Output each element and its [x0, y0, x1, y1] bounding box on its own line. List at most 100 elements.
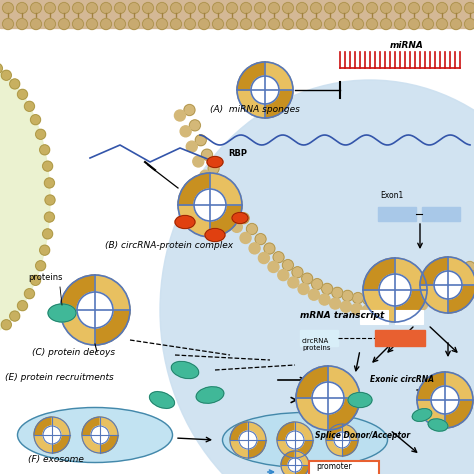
Circle shape — [184, 104, 195, 116]
Wedge shape — [248, 422, 266, 440]
Circle shape — [322, 283, 333, 294]
Circle shape — [1, 320, 11, 330]
Ellipse shape — [196, 387, 224, 403]
Circle shape — [222, 189, 233, 200]
Circle shape — [36, 261, 46, 271]
Circle shape — [2, 18, 13, 29]
Circle shape — [351, 303, 362, 315]
Circle shape — [43, 229, 53, 239]
Circle shape — [223, 210, 234, 220]
Circle shape — [73, 2, 83, 13]
Circle shape — [10, 311, 20, 321]
Wedge shape — [265, 90, 293, 118]
Circle shape — [288, 458, 302, 472]
Circle shape — [450, 2, 462, 13]
Ellipse shape — [428, 419, 448, 431]
Ellipse shape — [205, 228, 225, 241]
Wedge shape — [82, 435, 100, 453]
Circle shape — [325, 2, 336, 13]
Circle shape — [353, 2, 364, 13]
Circle shape — [298, 283, 309, 294]
Circle shape — [338, 2, 349, 13]
Circle shape — [422, 18, 434, 29]
Circle shape — [342, 291, 353, 301]
Circle shape — [115, 2, 126, 13]
Circle shape — [115, 18, 126, 29]
Circle shape — [0, 64, 2, 73]
Wedge shape — [248, 440, 266, 458]
Circle shape — [310, 2, 321, 13]
Wedge shape — [448, 285, 474, 313]
Wedge shape — [328, 366, 360, 398]
Circle shape — [455, 268, 465, 279]
Ellipse shape — [149, 392, 174, 408]
Circle shape — [45, 178, 55, 188]
Circle shape — [283, 260, 293, 271]
Text: (B) circRNA-protein complex: (B) circRNA-protein complex — [105, 241, 233, 250]
Circle shape — [309, 289, 319, 300]
Wedge shape — [277, 422, 295, 440]
Circle shape — [184, 2, 195, 13]
Circle shape — [406, 302, 417, 313]
Circle shape — [2, 2, 13, 13]
Circle shape — [251, 76, 279, 104]
Circle shape — [199, 18, 210, 29]
Circle shape — [30, 115, 41, 125]
Circle shape — [353, 18, 364, 29]
Circle shape — [128, 2, 139, 13]
Wedge shape — [100, 417, 118, 435]
Text: (A)  miRNA sponges: (A) miRNA sponges — [210, 105, 300, 114]
Circle shape — [10, 79, 20, 89]
Circle shape — [174, 110, 185, 121]
Wedge shape — [178, 205, 210, 237]
Circle shape — [1, 70, 11, 80]
Circle shape — [338, 18, 349, 29]
Ellipse shape — [175, 216, 195, 228]
Circle shape — [394, 293, 405, 304]
Wedge shape — [100, 435, 118, 453]
Circle shape — [428, 295, 438, 306]
Circle shape — [143, 2, 154, 13]
Circle shape — [100, 2, 111, 13]
Circle shape — [45, 195, 55, 205]
Circle shape — [362, 305, 373, 316]
Wedge shape — [296, 398, 328, 430]
Ellipse shape — [171, 362, 199, 379]
Circle shape — [156, 18, 167, 29]
Circle shape — [465, 2, 474, 13]
Circle shape — [383, 294, 395, 305]
Circle shape — [450, 18, 462, 29]
Circle shape — [286, 431, 304, 449]
Circle shape — [201, 149, 212, 160]
Circle shape — [297, 18, 308, 29]
Circle shape — [268, 262, 279, 273]
Circle shape — [30, 275, 41, 285]
FancyBboxPatch shape — [422, 207, 460, 221]
Wedge shape — [417, 372, 445, 400]
Ellipse shape — [18, 408, 173, 463]
Text: miRNA: miRNA — [390, 41, 424, 50]
Circle shape — [86, 18, 98, 29]
Text: mRNA transcript: mRNA transcript — [300, 311, 384, 320]
Circle shape — [373, 294, 384, 306]
Circle shape — [194, 189, 226, 221]
Wedge shape — [342, 424, 358, 440]
Circle shape — [171, 18, 182, 29]
Circle shape — [283, 2, 293, 13]
Text: RBP: RBP — [228, 149, 247, 158]
Circle shape — [448, 285, 459, 296]
Wedge shape — [95, 275, 130, 310]
Circle shape — [25, 289, 35, 299]
Circle shape — [208, 163, 219, 174]
Circle shape — [45, 18, 55, 29]
Circle shape — [255, 18, 265, 29]
Wedge shape — [295, 440, 313, 458]
Circle shape — [431, 386, 459, 414]
Circle shape — [207, 184, 218, 195]
Circle shape — [435, 280, 446, 291]
Wedge shape — [34, 417, 52, 435]
Circle shape — [459, 279, 470, 290]
Circle shape — [395, 304, 406, 315]
Circle shape — [415, 288, 426, 299]
Circle shape — [352, 292, 364, 303]
